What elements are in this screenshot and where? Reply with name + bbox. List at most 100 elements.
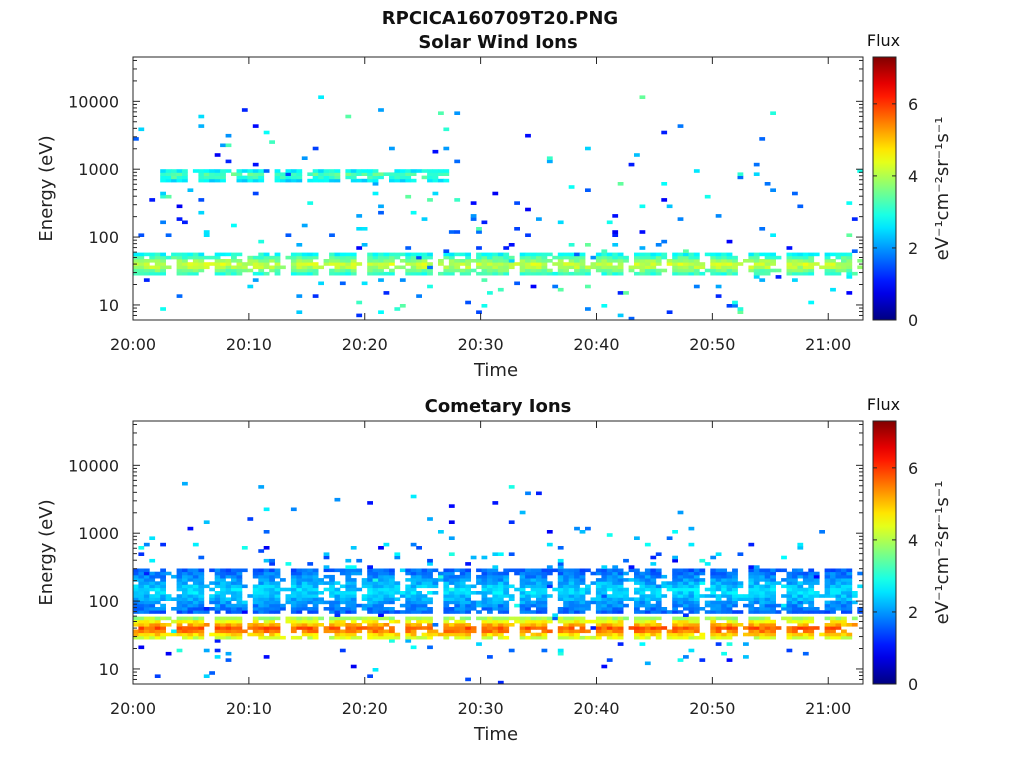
heatmap-cell (214, 578, 221, 582)
heatmap-cell (525, 635, 531, 640)
heatmap-cell (443, 623, 450, 627)
heatmap-cell (258, 584, 265, 589)
heatmap-cell (846, 571, 853, 576)
heatmap-cell (568, 581, 575, 585)
heatmap-cell (672, 265, 678, 270)
heatmap-cell (143, 587, 150, 592)
heatmap-cell (389, 597, 395, 601)
heatmap-cell (574, 271, 580, 276)
heatmap-cell (269, 574, 275, 579)
heatmap-cell (655, 574, 662, 579)
heatmap-cell (557, 571, 564, 576)
heatmap-cell (644, 265, 651, 270)
heatmap-cell (225, 607, 232, 611)
heatmap-cell (487, 581, 493, 585)
heatmap-cell (503, 587, 510, 592)
heatmap-cell (143, 600, 150, 605)
heatmap-cell (448, 571, 455, 576)
heatmap-cell (487, 655, 493, 659)
heatmap-cell (187, 607, 194, 611)
heatmap-cell (753, 574, 760, 579)
heatmap-cell (339, 571, 346, 576)
heatmap-cell (726, 597, 733, 601)
heatmap-cell (519, 510, 526, 515)
heatmap-cell (269, 632, 275, 637)
heatmap-cell (552, 255, 559, 260)
heatmap-cell (830, 287, 836, 292)
heatmap-cell (214, 574, 221, 579)
heatmap-cell (770, 574, 776, 579)
heatmap-cell (405, 255, 412, 260)
heatmap-cell (710, 262, 717, 266)
heatmap-cell (824, 259, 831, 263)
heatmap-cell (721, 607, 727, 611)
heatmap-cell (802, 610, 809, 614)
heatmap-cell (296, 603, 303, 608)
heatmap-cell (546, 252, 553, 257)
heatmap-cell (530, 262, 537, 266)
heatmap-cell (143, 568, 150, 573)
heatmap-cell (563, 616, 569, 621)
heatmap-cell (269, 607, 275, 611)
heatmap-cell (781, 568, 787, 573)
heatmap-cell (830, 616, 836, 621)
heatmap-cell (699, 594, 706, 598)
heatmap-cell (644, 661, 651, 666)
heatmap-cell (350, 626, 357, 630)
heatmap-cell (579, 568, 586, 573)
heatmap-cell (345, 175, 352, 180)
heatmap-cell (753, 629, 760, 634)
heatmap-cell (421, 597, 428, 601)
heatmap-cell (715, 623, 722, 627)
heatmap-cell (732, 623, 738, 627)
heatmap-cell (209, 597, 215, 601)
heatmap-cell (792, 587, 798, 592)
heatmap-cell (214, 153, 221, 157)
heatmap-cell (753, 610, 760, 614)
heatmap-cell (296, 635, 303, 640)
heatmap-cell (165, 178, 172, 183)
heatmap-cell (307, 201, 314, 205)
heatmap-cell (361, 597, 368, 601)
heatmap-cell (770, 584, 776, 589)
heatmap-cell (721, 616, 727, 621)
heatmap-cell (263, 169, 270, 173)
heatmap-cell (329, 635, 335, 640)
heatmap-cell (574, 578, 580, 582)
heatmap-cell (361, 227, 368, 231)
heatmap-cell (536, 626, 542, 630)
heatmap-cell (421, 262, 428, 266)
heatmap-cell (339, 262, 346, 266)
heatmap-cell (427, 175, 433, 180)
heatmap-cell (797, 603, 804, 608)
heatmap-cell (644, 262, 651, 266)
heatmap-cell (459, 571, 466, 576)
heatmap-cell (497, 552, 504, 556)
heatmap-cell (339, 252, 346, 257)
heatmap-cell (726, 658, 733, 662)
heatmap-cell (307, 571, 314, 576)
heatmap-cell (356, 587, 363, 592)
heatmap-cell (503, 607, 510, 611)
heatmap-cell (764, 635, 771, 640)
heatmap-cell (410, 591, 417, 595)
heatmap-cell (530, 259, 537, 263)
heatmap-cell (252, 584, 259, 589)
y-tick-label: 10 (99, 296, 119, 315)
heatmap-cell (339, 616, 346, 621)
heatmap-cell (481, 594, 488, 598)
heatmap-cell (350, 178, 357, 183)
heatmap-cell (247, 259, 254, 263)
heatmap-cell (693, 262, 700, 266)
heatmap-cell (655, 552, 662, 556)
heatmap-cell (655, 610, 662, 614)
heatmap-cell (677, 268, 684, 273)
heatmap-cell (274, 635, 281, 640)
heatmap-cell (574, 259, 580, 263)
heatmap-cell (617, 255, 624, 260)
heatmap-cell (182, 584, 188, 589)
heatmap-cell (497, 607, 504, 611)
heatmap-cell (770, 188, 776, 192)
heatmap-cell (617, 291, 624, 295)
heatmap-cell (612, 626, 619, 630)
